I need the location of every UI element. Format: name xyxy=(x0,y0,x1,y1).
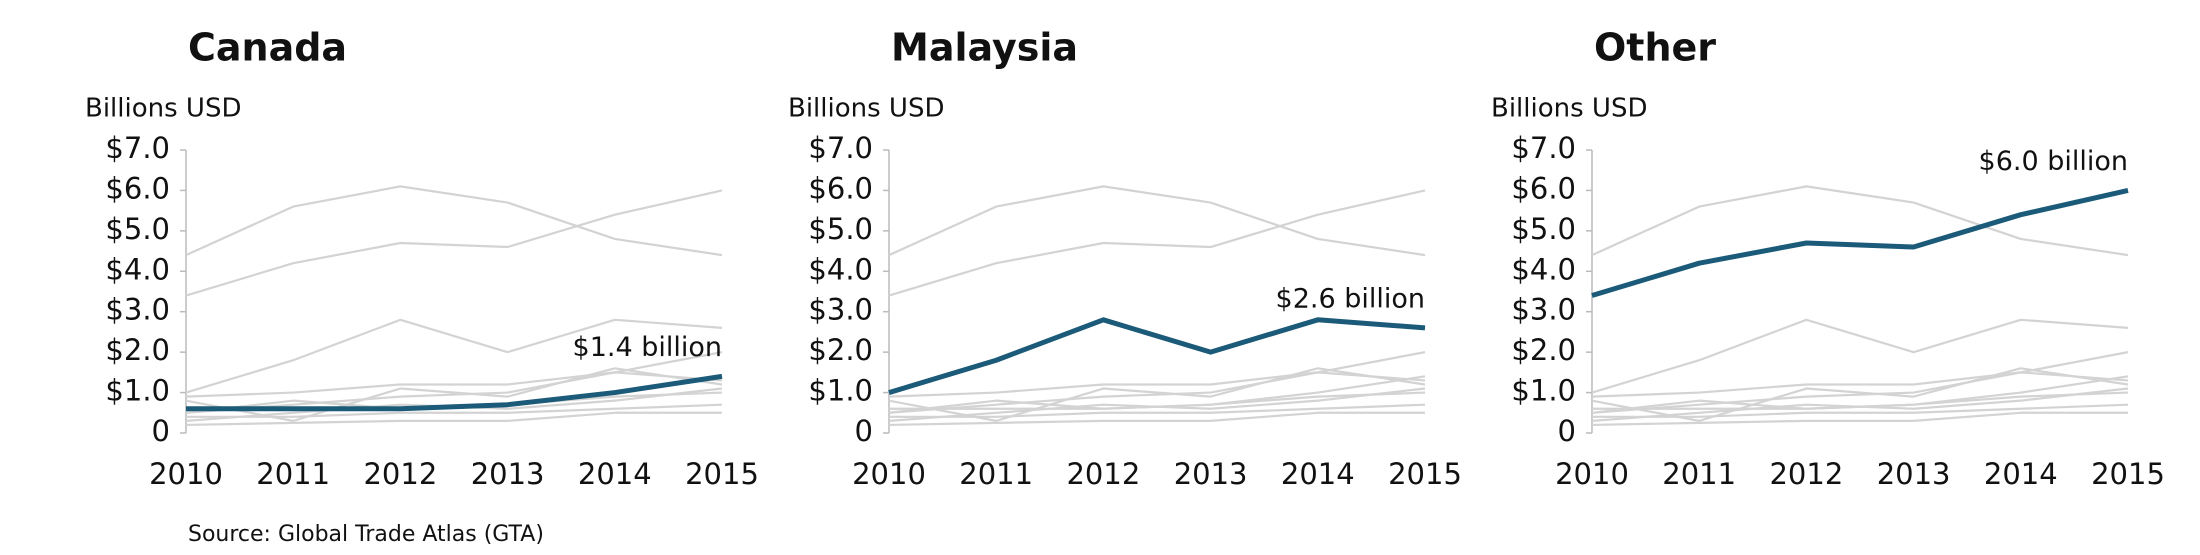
panel: Other Billions USD 0 $1.0 $2.0 $3.0 $4.0 $5.0 $6… xyxy=(1491,26,2165,492)
context-line xyxy=(1591,371,2129,398)
context-line xyxy=(1591,185,2129,257)
x-tick-label: 2013 xyxy=(1877,457,1951,491)
highlight-line xyxy=(186,373,723,412)
x-tick-label: 2015 xyxy=(2091,457,2165,491)
y-tick-label: $7.0 xyxy=(808,131,873,165)
value-label: $2.6 billion xyxy=(1276,283,1425,314)
panel: Malaysia Billions USD 0 $1.0 $2.0 $3.0 $4.0 $5.… xyxy=(788,26,1462,492)
x-tick-label: 2010 xyxy=(1555,457,1629,491)
highlight-line xyxy=(1591,187,2129,298)
context-line xyxy=(185,318,723,394)
y-tick-label: $3.0 xyxy=(808,293,873,327)
y-tick-label: $6.0 xyxy=(1511,171,1576,205)
x-tick-label: 2012 xyxy=(1066,457,1140,491)
x-tick-label: 2014 xyxy=(1984,457,2058,491)
highlight-line xyxy=(888,317,1426,395)
context-line xyxy=(1592,403,2129,418)
context-line xyxy=(185,371,723,398)
y-tick-label: $1.0 xyxy=(808,374,873,408)
context-line xyxy=(185,189,723,297)
y-tick-label: 0 xyxy=(855,414,873,448)
source-note: Source: Global Trade Atlas (GTA) xyxy=(188,522,544,547)
x-tick-label: 2011 xyxy=(256,457,330,491)
x-tick-label: 2010 xyxy=(149,457,223,491)
y-tick-label: $1.0 xyxy=(1511,374,1576,408)
value-label: $6.0 billion xyxy=(1979,146,2128,177)
panel-title: Malaysia xyxy=(891,26,1078,70)
y-tick-label: $6.0 xyxy=(105,171,170,205)
x-tick-label: 2015 xyxy=(1388,457,1462,491)
x-tick-label: 2011 xyxy=(959,457,1033,491)
y-tick-label: $4.0 xyxy=(808,252,873,286)
y-tick-label: 0 xyxy=(152,414,170,448)
context-line xyxy=(186,403,723,418)
context-line xyxy=(1591,351,2129,414)
context-line xyxy=(888,185,1426,257)
context-line xyxy=(1591,318,2129,394)
y-tick-label: $4.0 xyxy=(1511,252,1576,286)
y-tick-label: $7.0 xyxy=(105,131,170,165)
context-line xyxy=(185,411,722,427)
y-tick-label: 0 xyxy=(1558,414,1576,448)
y-tick-label: $3.0 xyxy=(105,293,170,327)
y-axis-label: Billions USD xyxy=(85,94,241,124)
y-axis-label: Billions USD xyxy=(788,94,944,124)
y-tick-label: $7.0 xyxy=(1511,131,1576,165)
value-label: $1.4 billion xyxy=(573,332,722,363)
x-tick-label: 2015 xyxy=(685,457,759,491)
x-tick-label: 2010 xyxy=(852,457,926,491)
panel-title: Other xyxy=(1594,26,1716,70)
context-line xyxy=(888,351,1426,414)
x-tick-label: 2012 xyxy=(1769,457,1843,491)
x-tick-label: 2014 xyxy=(1281,457,1355,491)
x-tick-label: 2013 xyxy=(471,457,545,491)
context-line xyxy=(1591,387,2129,422)
context-line xyxy=(888,387,1426,422)
x-tick-label: 2011 xyxy=(1662,457,1736,491)
y-tick-label: $5.0 xyxy=(1511,212,1576,246)
x-tick-label: 2012 xyxy=(363,457,437,491)
y-tick-label: $4.0 xyxy=(105,252,170,286)
x-tick-label: 2014 xyxy=(578,457,652,491)
panel-title: Canada xyxy=(188,26,347,70)
y-axis-label: Billions USD xyxy=(1491,94,1647,124)
context-line xyxy=(888,189,1426,297)
context-line xyxy=(185,185,723,257)
y-tick-label: $5.0 xyxy=(105,212,170,246)
y-tick-label: $2.0 xyxy=(1511,333,1576,367)
context-line xyxy=(888,411,1425,427)
context-line xyxy=(185,351,723,414)
context-line xyxy=(1591,411,2128,427)
y-tick-label: $5.0 xyxy=(808,212,873,246)
x-tick-label: 2013 xyxy=(1174,457,1248,491)
y-tick-label: $1.0 xyxy=(105,374,170,408)
y-tick-label: $3.0 xyxy=(1511,293,1576,327)
y-tick-label: $2.0 xyxy=(808,333,873,367)
context-line xyxy=(888,371,1426,398)
context-line xyxy=(889,403,1426,418)
panel: Canada Billions USD 0 $1.0 $2.0 $3.0 $4.0 $5.0 $… xyxy=(85,26,759,492)
y-tick-label: $2.0 xyxy=(105,333,170,367)
y-tick-label: $6.0 xyxy=(808,171,873,205)
